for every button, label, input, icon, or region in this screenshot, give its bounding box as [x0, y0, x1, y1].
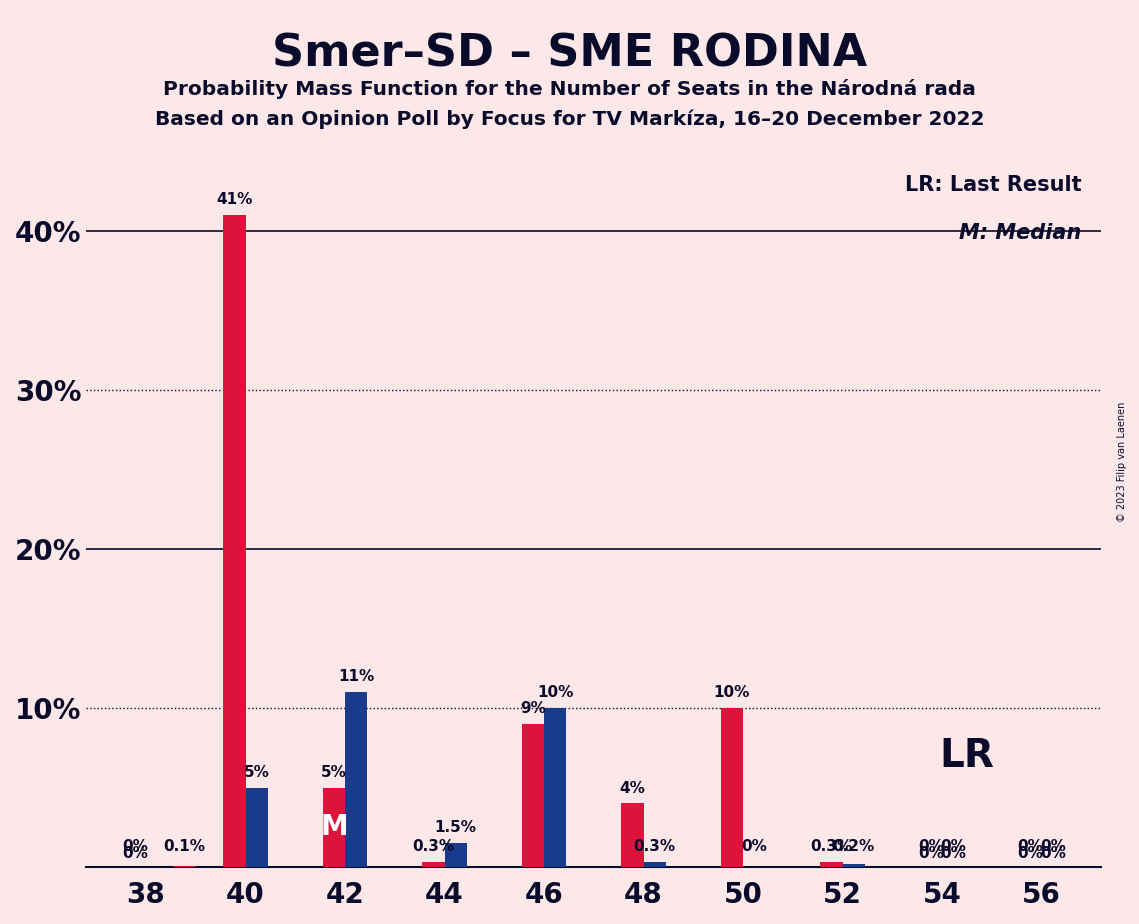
Text: 0%: 0% [741, 839, 768, 855]
Text: 5%: 5% [321, 764, 346, 780]
Text: 10%: 10% [538, 685, 573, 700]
Bar [173, 866, 196, 867]
Bar [544, 708, 566, 867]
Bar [721, 708, 743, 867]
Text: 0%: 0% [941, 845, 966, 861]
Text: 0%: 0% [122, 839, 148, 855]
Text: Smer–SD – SME RODINA: Smer–SD – SME RODINA [272, 32, 867, 76]
Bar [322, 787, 345, 867]
Text: 0.3%: 0.3% [633, 839, 675, 855]
Bar [522, 723, 544, 867]
Text: LR: LR [940, 736, 994, 774]
Text: 0%: 0% [122, 845, 148, 861]
Bar [621, 804, 644, 867]
Text: 4%: 4% [620, 781, 646, 796]
Text: 0.1%: 0.1% [164, 839, 206, 855]
Bar [223, 214, 246, 867]
Text: M: Median: M: Median [959, 223, 1081, 243]
Bar [423, 862, 444, 867]
Text: 41%: 41% [216, 191, 253, 207]
Text: M: M [320, 813, 347, 842]
Text: 1.5%: 1.5% [435, 821, 477, 835]
Text: 0%: 0% [918, 845, 944, 861]
Text: 0%: 0% [1017, 839, 1043, 855]
Text: 0.2%: 0.2% [833, 839, 875, 855]
Text: © 2023 Filip van Laenen: © 2023 Filip van Laenen [1117, 402, 1126, 522]
Text: Probability Mass Function for the Number of Seats in the Národná rada: Probability Mass Function for the Number… [163, 79, 976, 99]
Text: 5%: 5% [244, 764, 270, 780]
Bar [246, 787, 268, 867]
Text: 0%: 0% [1017, 845, 1043, 861]
Bar [843, 864, 865, 867]
Bar [345, 692, 368, 867]
Text: 11%: 11% [338, 669, 375, 684]
Text: 0.3%: 0.3% [810, 839, 852, 855]
Text: 0%: 0% [1040, 845, 1066, 861]
Text: 0%: 0% [918, 839, 944, 855]
Text: 0%: 0% [1040, 839, 1066, 855]
Text: LR: Last Result: LR: Last Result [904, 175, 1081, 195]
Bar [644, 862, 666, 867]
Text: 0.3%: 0.3% [412, 839, 454, 855]
Text: 10%: 10% [714, 685, 749, 700]
Bar [820, 862, 843, 867]
Text: Based on an Opinion Poll by Focus for TV Markíza, 16–20 December 2022: Based on an Opinion Poll by Focus for TV… [155, 109, 984, 128]
Text: 0%: 0% [941, 839, 966, 855]
Text: 9%: 9% [519, 701, 546, 716]
Bar [444, 844, 467, 867]
